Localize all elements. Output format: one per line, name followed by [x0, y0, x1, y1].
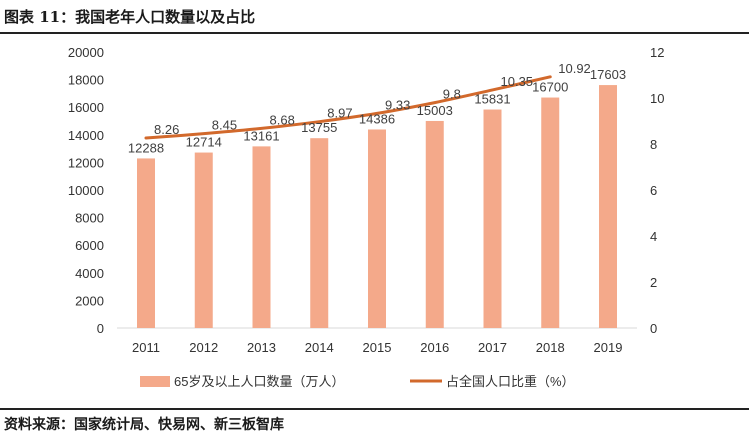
bar-data-label: 12714	[186, 135, 222, 150]
left-axis-tick: 16000	[68, 100, 104, 115]
bar-data-label: 15003	[417, 103, 453, 118]
bar	[137, 158, 155, 328]
bar-data-label: 13161	[243, 128, 279, 143]
x-axis-tick: 2019	[594, 340, 623, 355]
x-axis-tick: 2012	[189, 340, 218, 355]
x-axis-tick: 2013	[247, 340, 276, 355]
line-data-label: 10.92	[558, 61, 591, 76]
bar	[252, 146, 271, 328]
bar	[310, 138, 329, 328]
bar	[483, 109, 502, 329]
source-note: 资料来源：国家统计局、快易网、新三板智库	[4, 417, 284, 433]
x-axis-tick: 2018	[536, 340, 565, 355]
right-axis-tick: 0	[650, 321, 657, 336]
right-axis-tick: 2	[650, 275, 657, 290]
left-axis-tick: 14000	[68, 128, 104, 143]
right-axis-tick: 8	[650, 137, 657, 152]
legend-label-bar: 65岁及以上人口数量（万人）	[174, 374, 344, 389]
line-data-label: 9.8	[443, 87, 461, 102]
bar-data-label: 12288	[128, 140, 164, 155]
bar-data-label: 14386	[359, 111, 395, 126]
bar	[599, 85, 617, 328]
bar-data-label: 13755	[301, 120, 337, 135]
line-data-label: 8.68	[270, 112, 295, 127]
bar-data-label: 17603	[590, 67, 626, 82]
line-data-label: 9.33	[385, 97, 410, 112]
left-axis-tick: 12000	[68, 155, 104, 170]
left-axis-tick: 0	[97, 321, 104, 336]
bar	[368, 129, 386, 328]
left-axis-tick: 8000	[75, 211, 104, 226]
left-axis-tick: 4000	[75, 266, 104, 281]
x-axis-tick: 2015	[363, 340, 392, 355]
legend-label-line: 占全国人口比重（%）	[446, 374, 575, 389]
x-axis-tick: 2011	[132, 340, 160, 355]
left-axis-tick: 6000	[75, 238, 104, 253]
line-data-label: 8.45	[212, 118, 237, 133]
bar	[194, 152, 213, 328]
title-divider	[0, 32, 749, 34]
bar-data-label: 16700	[532, 80, 568, 95]
left-axis-tick: 20000	[68, 45, 104, 60]
right-axis-tick: 4	[650, 229, 657, 244]
right-axis-tick: 10	[650, 91, 664, 106]
line-data-label: 8.26	[154, 122, 179, 137]
line-series	[144, 75, 552, 140]
legend-swatch-bar	[140, 376, 170, 387]
x-axis-tick: 2017	[478, 340, 507, 355]
line-data-label: 10.35	[501, 74, 534, 89]
bar	[541, 97, 560, 328]
left-axis-tick: 2000	[75, 293, 104, 308]
right-axis-tick: 6	[650, 183, 657, 198]
right-axis-tick: 12	[650, 45, 664, 60]
x-axis-tick: 2016	[420, 340, 449, 355]
bar	[425, 120, 444, 328]
source-divider	[0, 408, 749, 410]
x-axis-tick: 2014	[305, 340, 334, 355]
chart-title: 图表 11：我国老年人口数量以及占比	[4, 8, 256, 26]
bar-data-label: 15831	[474, 92, 510, 107]
left-axis-tick: 10000	[68, 183, 104, 198]
left-axis-tick: 18000	[68, 73, 104, 88]
line-data-label: 8.97	[327, 106, 352, 121]
